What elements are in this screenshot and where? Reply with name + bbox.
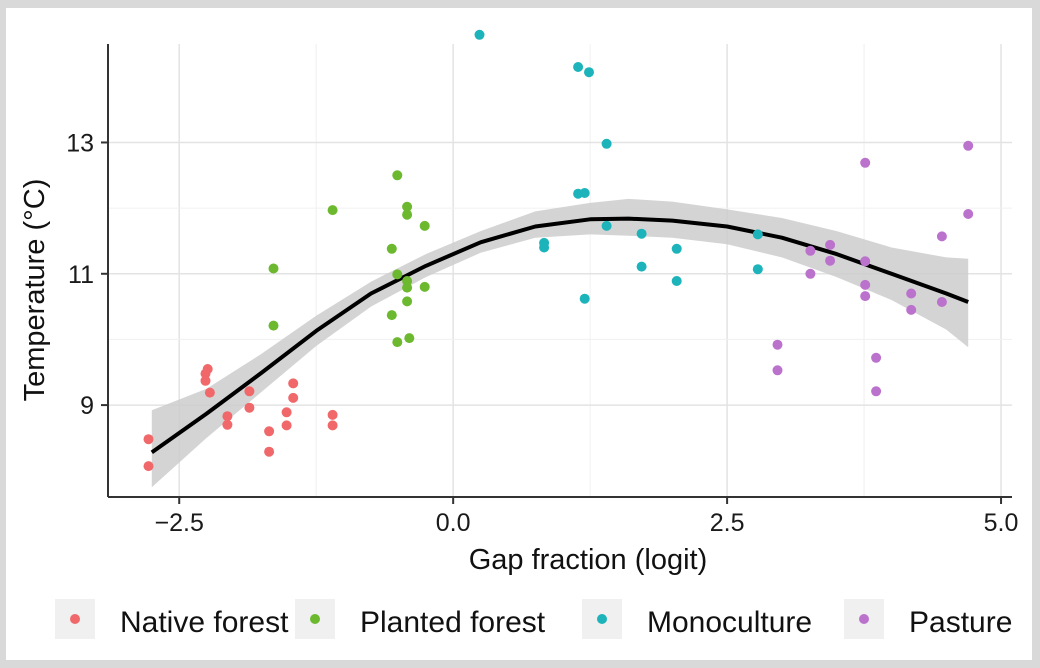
point-pasture [963,209,974,219]
point-planted-forest [419,220,430,231]
point-monoculture [579,188,590,198]
point-planted-forest [402,296,413,307]
y-tick-label: 13 [66,129,94,157]
point-monoculture [579,293,590,304]
point-native-forest [200,375,211,386]
y-axis-title: Temperature (°C) [19,179,51,402]
point-native-forest [244,386,255,397]
point-native-forest [281,407,292,418]
point-monoculture [601,220,612,231]
point-pasture [772,365,783,376]
point-planted-forest [392,269,403,280]
point-pasture [963,140,974,151]
legend-swatch [859,614,869,624]
point-native-forest [264,426,275,437]
point-pasture [936,231,947,242]
point-planted-forest [404,333,415,344]
point-pasture [871,386,882,397]
confidence-band [151,198,969,488]
point-planted-forest [392,337,403,348]
legend-label: Pasture [909,606,1012,639]
point-native-forest [244,402,255,413]
point-monoculture [601,138,612,149]
x-tick-label: 5.0 [984,509,1019,537]
y-tick-label: 11 [68,261,94,289]
point-monoculture [584,67,594,78]
point-native-forest [327,409,338,420]
point-pasture [860,279,871,290]
point-planted-forest [268,320,279,331]
x-tick-label: −2.5 [155,509,204,537]
point-pasture [936,297,947,307]
x-axis-title: Gap fraction (logit) [469,544,708,576]
legend-label: Planted forest [360,606,546,639]
point-native-forest [202,364,213,374]
point-pasture [906,304,917,315]
legend-item-native-forest: Native forest [55,599,289,639]
legend-label: Native forest [120,606,289,639]
point-pasture [860,256,871,267]
point-planted-forest [386,310,397,321]
point-native-forest [281,420,292,431]
point-pasture [906,288,917,299]
x-tick-label: 2.5 [710,509,745,537]
point-native-forest [327,420,338,431]
point-monoculture [636,228,647,239]
chart-frame: −2.5 0.0 2.5 5.0 9 11 13 Gap fraction (logit) … [6,8,1032,660]
legend-label: Monoculture [647,606,812,639]
point-planted-forest [402,201,413,212]
point-native-forest [204,387,215,398]
point-monoculture [671,243,682,254]
point-planted-forest [268,263,279,274]
tick-labels: −2.5 0.0 2.5 5.0 9 11 13 [66,129,1018,537]
x-tick-label: 0.0 [436,509,471,537]
point-native-forest [222,411,233,422]
point-pasture [860,157,871,168]
point-monoculture [474,29,485,40]
confidence-band-layer [151,198,969,488]
point-pasture [805,268,816,279]
legend-swatch [310,614,320,624]
y-tick-label: 9 [80,392,94,420]
point-pasture [825,255,836,266]
point-pasture [772,339,783,350]
smooth-fit-line [150,216,969,455]
point-monoculture [752,229,763,240]
point-planted-forest [419,281,430,292]
legend: Native forest Planted forest Monoculture Pa… [55,599,1012,639]
point-planted-forest [386,243,397,254]
point-monoculture [539,242,550,253]
point-planted-forest [327,205,338,216]
point-monoculture [671,276,682,286]
legend-swatch [597,614,607,624]
points-layer [143,29,974,472]
legend-item-monoculture: Monoculture [582,599,812,639]
point-native-forest [264,446,275,457]
point-monoculture [636,261,647,272]
legend-item-pasture: Pasture [844,599,1012,639]
point-native-forest [143,434,154,445]
point-native-forest [222,419,233,430]
point-planted-forest [402,209,413,220]
point-pasture [871,352,882,363]
point-planted-forest [402,282,413,293]
point-monoculture [752,264,763,275]
axes [101,44,1012,504]
point-pasture [860,291,871,302]
point-pasture [805,245,816,256]
point-native-forest [288,392,299,403]
legend-item-planted-forest: Planted forest [295,599,546,639]
point-native-forest [288,378,299,389]
point-planted-forest [392,170,403,181]
legend-swatch [70,614,80,624]
point-native-forest [143,461,154,472]
smooth-line-layer [150,216,969,455]
point-pasture [825,239,836,250]
point-monoculture [573,62,584,72]
